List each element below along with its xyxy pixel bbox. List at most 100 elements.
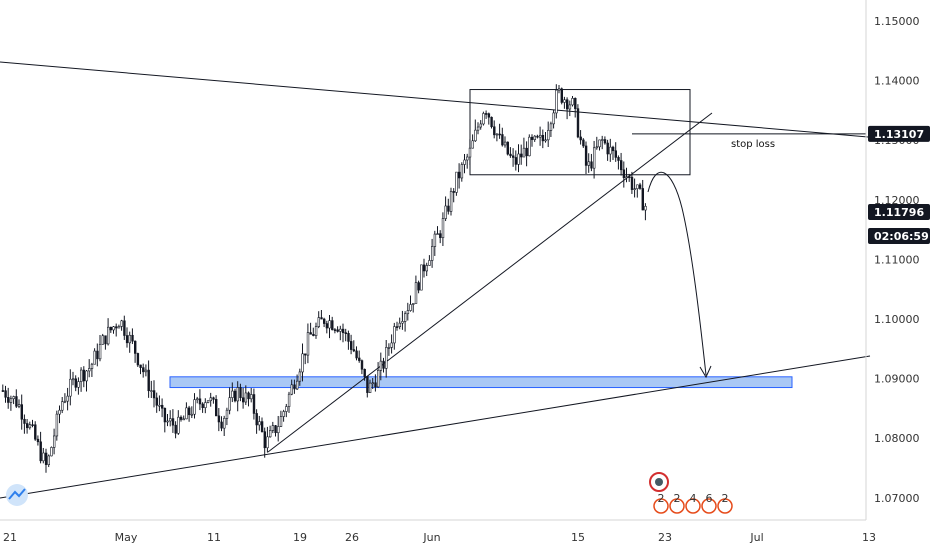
- event-badge-count: 4: [690, 492, 697, 505]
- event-flag-icon[interactable]: [701, 498, 717, 514]
- candle-body: [374, 382, 377, 388]
- candle-body: [479, 123, 482, 128]
- event-flag-icon[interactable]: [717, 498, 733, 514]
- candle-body: [50, 447, 53, 457]
- candle-body: [355, 350, 358, 359]
- candle-body: [482, 113, 485, 125]
- candle-body: [147, 369, 150, 392]
- y-tick-label: 1.12000: [874, 194, 920, 207]
- consolidation-box[interactable]: [469, 89, 691, 176]
- candle-body: [158, 404, 161, 407]
- candle-body: [9, 398, 13, 403]
- candle-body: [104, 335, 107, 345]
- candle-body: [358, 357, 361, 361]
- candle-body: [430, 246, 434, 261]
- candle-body: [115, 326, 118, 329]
- candle-body: [242, 397, 245, 403]
- tradingview-logo[interactable]: [6, 484, 28, 506]
- support-zone[interactable]: [169, 376, 793, 389]
- candle-body: [71, 378, 75, 381]
- candle-body: [622, 169, 626, 178]
- candle-body: [422, 264, 426, 272]
- current-price-tag: 1.11796 02:06:59: [868, 203, 930, 244]
- lower-trendline[interactable]: [0, 355, 871, 499]
- candle-body: [528, 136, 531, 157]
- candle-body: [368, 382, 372, 393]
- countdown-tag-text: 02:06:59: [874, 230, 929, 243]
- candle-body: [466, 156, 469, 161]
- candle-body: [363, 368, 366, 377]
- candle-body: [379, 360, 383, 371]
- candle-body: [514, 157, 518, 165]
- candle-body: [142, 367, 145, 373]
- candle-body: [220, 421, 223, 429]
- projection-path: [647, 171, 707, 376]
- candle-body: [525, 147, 528, 157]
- candle-body: [117, 326, 121, 329]
- candle-body: [225, 409, 229, 419]
- event-flag-icon[interactable]: [669, 498, 685, 514]
- event-flag-icon[interactable]: [653, 498, 669, 514]
- event-flag-icon[interactable]: [685, 498, 701, 514]
- logo-chart-icon: [8, 488, 26, 500]
- candle-body: [42, 452, 45, 462]
- candle-body: [295, 380, 299, 390]
- x-tick-label: Jul: [749, 531, 763, 544]
- x-tick-label: 21: [3, 531, 17, 544]
- candle-body: [538, 134, 542, 138]
- candle-body: [101, 335, 105, 345]
- candle-body: [77, 381, 80, 388]
- candle-body: [638, 184, 642, 189]
- price-axis[interactable]: 1.150001.140001.130001.120001.110001.100…: [874, 15, 920, 505]
- candle-body: [314, 326, 318, 336]
- candle-body: [501, 134, 504, 146]
- candle-body: [590, 161, 593, 169]
- x-tick-label: Jun: [422, 531, 440, 544]
- candle-body: [134, 340, 137, 354]
- candle-body: [414, 282, 418, 304]
- candle-body: [74, 378, 78, 388]
- candle-body: [282, 411, 285, 417]
- candle-body: [636, 184, 639, 189]
- candle-body: [150, 390, 153, 392]
- candle-body: [609, 146, 612, 155]
- candle-body: [339, 328, 342, 332]
- candle-body: [628, 176, 631, 178]
- candle-body: [460, 164, 464, 179]
- candle-body: [7, 397, 10, 403]
- candle-body: [387, 347, 391, 349]
- candle-body: [58, 409, 61, 415]
- candle-body: [120, 320, 123, 327]
- candle-body: [395, 326, 399, 328]
- candle-body: [490, 116, 493, 128]
- candle-body: [433, 233, 437, 247]
- time-axis[interactable]: 21 May 11 19 26 Jun 15 23 Jul 13: [3, 531, 876, 544]
- candle-body: [39, 441, 42, 462]
- x-tick-label: May: [115, 531, 138, 544]
- candle-body: [61, 401, 64, 411]
- y-tick-label: 1.15000: [874, 15, 920, 28]
- event-badge-count: 2: [658, 492, 665, 505]
- upper-trendline[interactable]: [0, 61, 869, 138]
- candle-body: [98, 343, 102, 360]
- candle-body: [88, 368, 91, 372]
- candle-body: [85, 370, 88, 382]
- event-badge-count: 2: [722, 492, 729, 505]
- candle-body: [417, 282, 420, 291]
- candle-body: [123, 320, 126, 336]
- uptrend-line[interactable]: [267, 112, 713, 453]
- candle-body: [290, 384, 293, 395]
- candle-body: [360, 360, 364, 370]
- candle-body: [55, 413, 59, 437]
- candle-body: [398, 322, 401, 328]
- candle-body: [188, 407, 191, 416]
- candle-body: [565, 99, 569, 110]
- candle-body: [428, 260, 431, 266]
- candle-body: [15, 396, 18, 407]
- candle-body: [390, 342, 393, 348]
- candle-body: [471, 140, 474, 149]
- candle-body: [182, 418, 185, 421]
